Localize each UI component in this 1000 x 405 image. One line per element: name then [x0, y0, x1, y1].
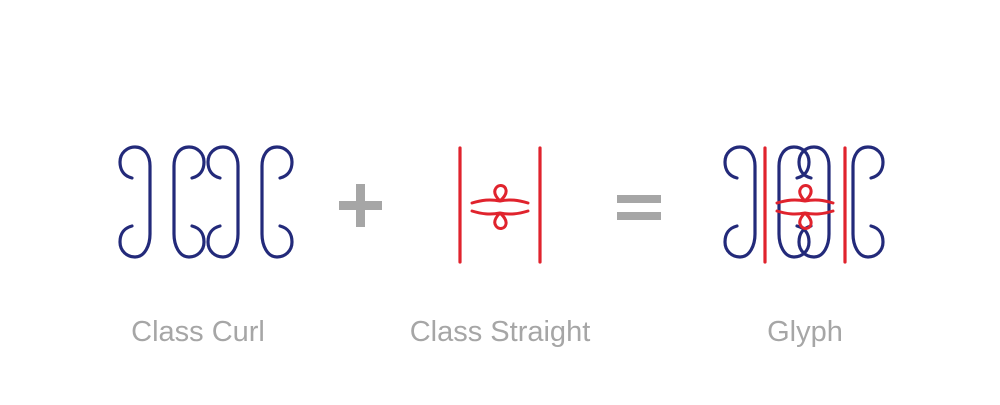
caption-class-curl: Class Curl	[131, 316, 265, 348]
class-curl-figure	[118, 145, 294, 259]
glyph-figure	[723, 145, 885, 264]
curl-pair-left	[118, 145, 206, 259]
caption-class-straight: Class Straight	[409, 316, 591, 348]
equals-sign	[617, 195, 661, 220]
plus-sign	[339, 184, 382, 227]
class-straight-figure	[458, 146, 542, 264]
glyph-straight-layer	[763, 146, 847, 264]
caption-glyph: Glyph	[767, 316, 843, 348]
curl-pair-right	[206, 145, 294, 259]
